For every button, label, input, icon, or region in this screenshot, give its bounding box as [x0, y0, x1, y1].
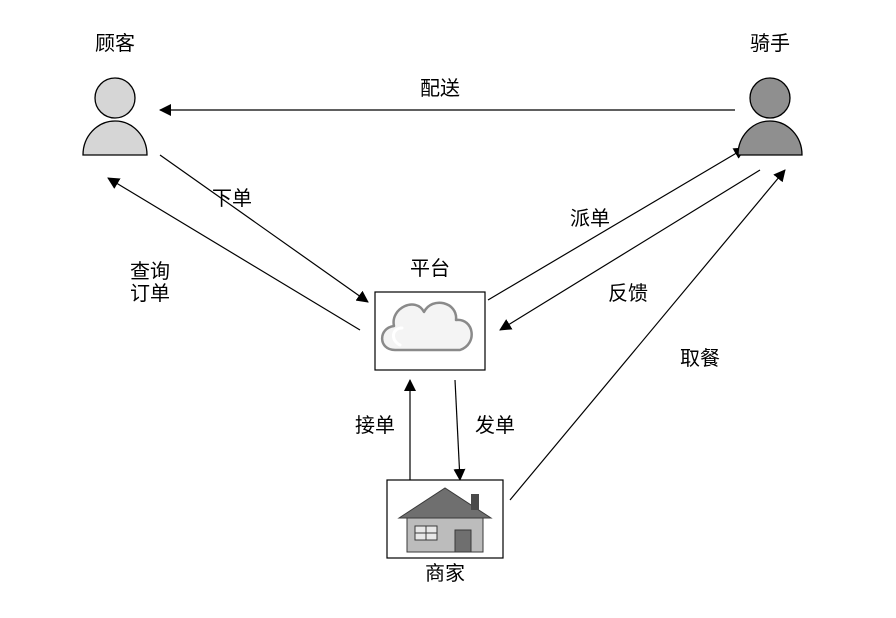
- edge-pickup: [510, 170, 785, 500]
- edge-feedback: [500, 170, 760, 330]
- edge-label-dispatch: 派单: [570, 207, 610, 230]
- node-merchant: 商家: [387, 480, 503, 585]
- edge-label-feedback: 反馈: [608, 282, 648, 305]
- edge-label-place-order: 下单: [212, 187, 252, 210]
- edge-send-order: [455, 380, 460, 480]
- edge-label-delivery: 配送: [420, 77, 460, 100]
- edge-dispatch: [488, 148, 745, 300]
- node-label-rider: 骑手: [750, 32, 790, 55]
- node-customer: 顾客: [83, 32, 147, 155]
- node-label-platform: 平台: [410, 257, 450, 280]
- node-label-merchant: 商家: [425, 562, 465, 585]
- edge-label-send-order: 发单: [475, 414, 515, 437]
- node-rider: 骑手: [738, 32, 802, 155]
- edge-label-query-order: 查询订单: [130, 260, 170, 305]
- diagram-canvas: 配送下单查询订单 派单反馈取餐接单 发单 顾客 骑手平台商家: [0, 0, 896, 618]
- node-platform: 平台: [375, 257, 485, 370]
- edge-label-accept-order: 接单: [355, 414, 395, 437]
- node-label-customer: 顾客: [95, 32, 135, 55]
- edge-label-pickup: 取餐: [680, 347, 720, 370]
